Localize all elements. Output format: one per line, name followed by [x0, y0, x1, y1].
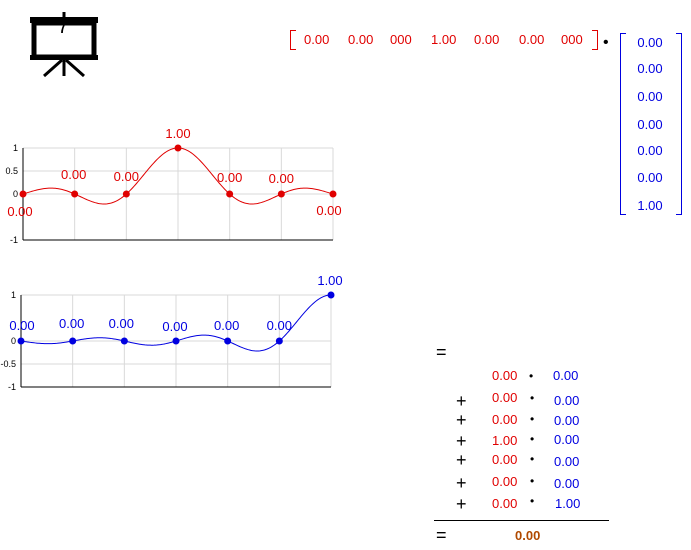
term-b: 0.00: [554, 454, 580, 469]
term-a: 1.00: [492, 433, 518, 448]
row-vector-cell: 0.00: [348, 32, 374, 47]
left-bracket: [620, 33, 626, 215]
data-label: 0.00: [114, 169, 139, 184]
data-label: 0.00: [59, 316, 84, 331]
multiply-dot: •: [530, 412, 535, 426]
y-tick-label: -1: [10, 235, 18, 245]
column-vector-cell: 0.00: [637, 170, 663, 185]
data-label: 0.00: [267, 318, 292, 333]
equals-sign: =: [436, 525, 447, 545]
row-vector: 0.00 0.00 000 1.00 0.00 0.00 000: [290, 30, 600, 52]
left-bracket: [290, 30, 296, 50]
data-label: 0.00: [9, 318, 34, 333]
data-point: [19, 190, 27, 198]
term-b: 0.00: [554, 432, 580, 447]
y-tick-label: 1: [13, 143, 18, 153]
row-vector-cell: 000: [561, 32, 583, 47]
data-point: [172, 337, 180, 345]
blue-signal-chart: 012345610-0.5-10.000.000.000.000.000.001…: [0, 273, 342, 392]
plus-sign: +: [456, 410, 467, 430]
right-bracket: [592, 30, 598, 50]
data-point: [277, 190, 285, 198]
y-tick-label: -0.5: [0, 359, 16, 369]
data-label: 0.00: [61, 167, 86, 182]
column-vector-cell: 1.00: [637, 198, 663, 213]
y-tick-label: 1: [11, 290, 16, 300]
slide-number: 7: [57, 16, 69, 38]
data-point: [226, 190, 234, 198]
row-vector-cell: 0.00: [519, 32, 545, 47]
plus-sign: +: [456, 431, 467, 451]
term-b: 0.00: [554, 393, 580, 408]
y-tick-label: 0.5: [5, 166, 18, 176]
term-a: 0.00: [492, 474, 518, 489]
term-a: 0.00: [492, 496, 518, 511]
multiply-dot: •: [530, 432, 535, 446]
x-tick-label: 4: [227, 246, 232, 247]
data-point: [174, 144, 182, 152]
y-tick-label: 0: [11, 336, 16, 346]
data-label: 1.00: [165, 126, 190, 141]
x-tick-label: 5: [279, 246, 284, 247]
y-tick-label: 0: [13, 189, 18, 199]
x-tick-label: 6: [330, 246, 335, 247]
multiply-dot: •: [530, 494, 535, 508]
sum-divider: [434, 520, 609, 521]
y-tick-label: -1: [8, 382, 16, 392]
term-a: 0.00: [492, 390, 518, 405]
red-signal-chart: 012345610.50-10.000.000.001.000.000.000.…: [5, 126, 341, 247]
multiply-dot: •: [530, 474, 535, 488]
term-a: 0.00: [492, 452, 518, 467]
data-label: 0.00: [214, 318, 239, 333]
data-point: [69, 337, 77, 345]
column-vector-cell: 0.00: [637, 89, 663, 104]
data-label: 0.00: [217, 170, 242, 185]
right-bracket: [676, 33, 682, 215]
data-label: 0.00: [7, 204, 32, 219]
row-vector-cell: 0.00: [304, 32, 330, 47]
plus-sign: +: [456, 494, 467, 514]
plus-sign: +: [456, 391, 467, 411]
data-point: [275, 337, 283, 345]
data-label: 0.00: [162, 319, 187, 334]
term-b: 0.00: [553, 368, 579, 383]
equals-sign: =: [436, 342, 447, 362]
sum-result: 0.00: [515, 528, 541, 543]
column-vector-cell: 0.00: [637, 35, 663, 50]
data-label: 0.00: [109, 316, 134, 331]
row-vector-cell: 0.00: [474, 32, 500, 47]
term-b: 1.00: [555, 496, 581, 511]
x-tick-label: 2: [124, 246, 129, 247]
data-label: 0.00: [316, 203, 341, 218]
row-vector-cell: 1.00: [431, 32, 457, 47]
row-vector-cell: 000: [390, 32, 412, 47]
column-vector-cell: 0.00: [637, 143, 663, 158]
term-a: 0.00: [492, 412, 518, 427]
data-label: 0.00: [269, 171, 294, 186]
data-point: [71, 190, 79, 198]
x-tick-label: 3: [175, 246, 180, 247]
dot-product-operator: •: [603, 34, 609, 51]
x-tick-label: 0: [20, 246, 25, 247]
data-label: 1.00: [317, 273, 342, 288]
term-b: 0.00: [554, 476, 580, 491]
multiply-dot: •: [530, 391, 535, 405]
multiply-dot: •: [529, 369, 534, 383]
data-point: [120, 337, 128, 345]
data-point: [327, 291, 335, 299]
multiply-dot: •: [530, 452, 535, 466]
data-point: [17, 337, 25, 345]
data-point: [122, 190, 130, 198]
x-tick-label: 1: [72, 246, 77, 247]
term-a: 0.00: [492, 368, 518, 383]
term-b: 0.00: [554, 413, 580, 428]
column-vector-cell: 0.00: [637, 61, 663, 76]
plus-sign: +: [456, 473, 467, 493]
plus-sign: +: [456, 450, 467, 470]
column-vector-cell: 0.00: [637, 117, 663, 132]
presentation-board-icon: [30, 12, 98, 78]
data-point: [329, 190, 337, 198]
column-vector: 0.00 0.00 0.00 0.00 0.00 0.00 1.00: [620, 33, 684, 217]
data-point: [224, 337, 232, 345]
